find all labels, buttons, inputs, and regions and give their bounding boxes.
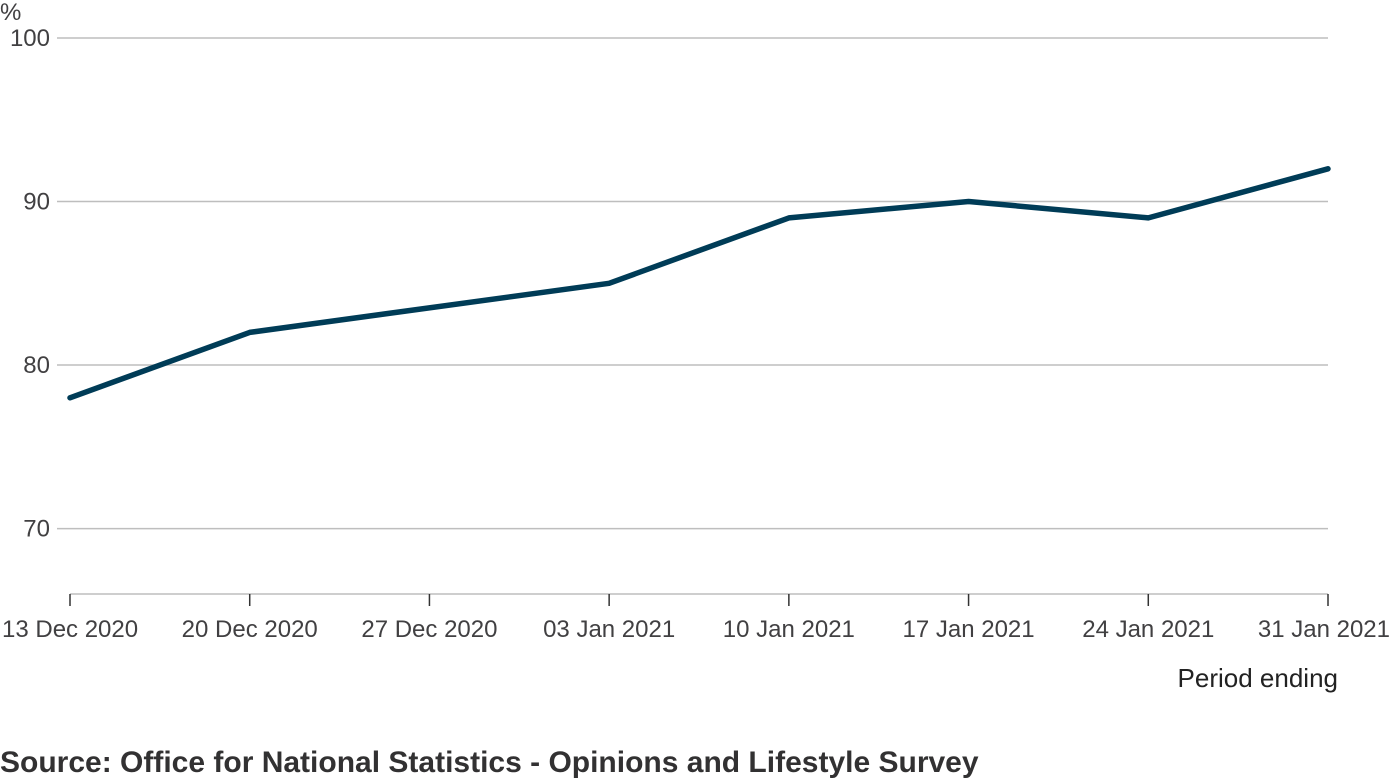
y-tick-label-90: 90 — [23, 189, 50, 216]
x-tick-label: 10 Jan 2021 — [723, 616, 855, 643]
series-line-0 — [67, 166, 1331, 401]
x-tick-label: 03 Jan 2021 — [543, 616, 675, 643]
y-axis-ticks: 70 80 90 100 — [10, 25, 50, 543]
x-tick-label: 31 Jan 2021 — [1258, 616, 1390, 643]
x-axis-ticks: 13 Dec 2020 20 Dec 2020 27 Dec 2020 03 Jan … — [2, 594, 1390, 643]
gridlines — [57, 37, 1328, 530]
source-note: Source: Office for National Statistics -… — [0, 746, 979, 779]
y-tick-label-100: 100 — [10, 25, 50, 52]
x-tick-label: 24 Jan 2021 — [1082, 616, 1214, 643]
x-tick-label: 20 Dec 2020 — [182, 616, 318, 643]
x-tick-label: 17 Jan 2021 — [903, 616, 1035, 643]
x-tick-label: 13 Dec 2020 — [2, 616, 138, 643]
x-tick-label: 27 Dec 2020 — [361, 616, 497, 643]
y-tick-label-70: 70 — [23, 516, 50, 543]
x-axis-title: Period ending — [1178, 663, 1338, 693]
series-layer — [67, 166, 1331, 401]
y-axis-unit-label: % — [0, 0, 21, 26]
y-tick-label-80: 80 — [23, 352, 50, 379]
